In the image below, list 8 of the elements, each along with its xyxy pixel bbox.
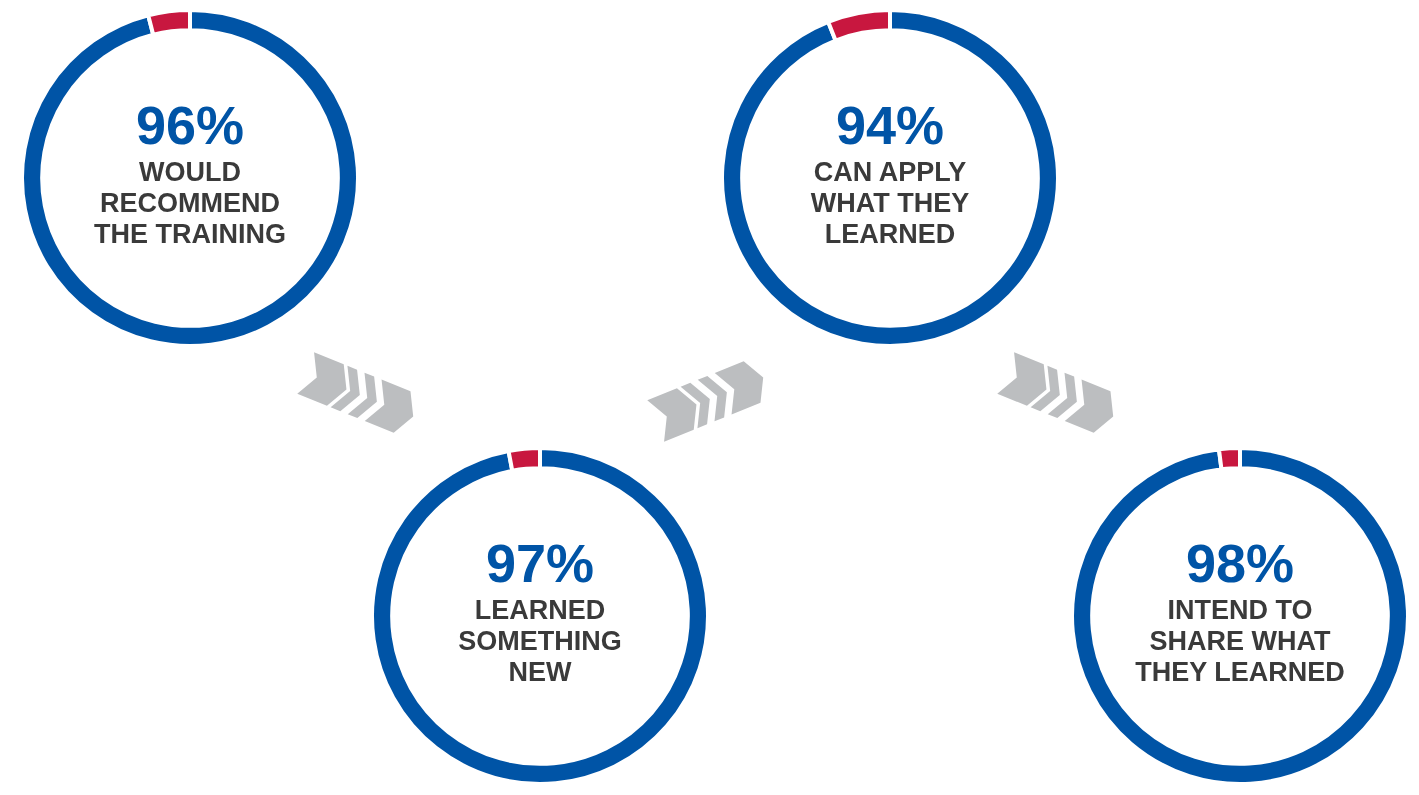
data-label: 94% [835,95,945,156]
data-label: 97% [485,533,595,594]
text: INTEND TO SHARE WHAT THEY LEARNED [1135,595,1345,688]
data-label: 98% [1185,533,1295,594]
text: CAN APPLY WHAT THEY LEARNED [810,157,970,250]
data-label: 96% [135,95,245,156]
text: WOULD RECOMMEND THE TRAINING [94,157,286,250]
text: LEARNED SOMETHING NEW [458,595,622,688]
